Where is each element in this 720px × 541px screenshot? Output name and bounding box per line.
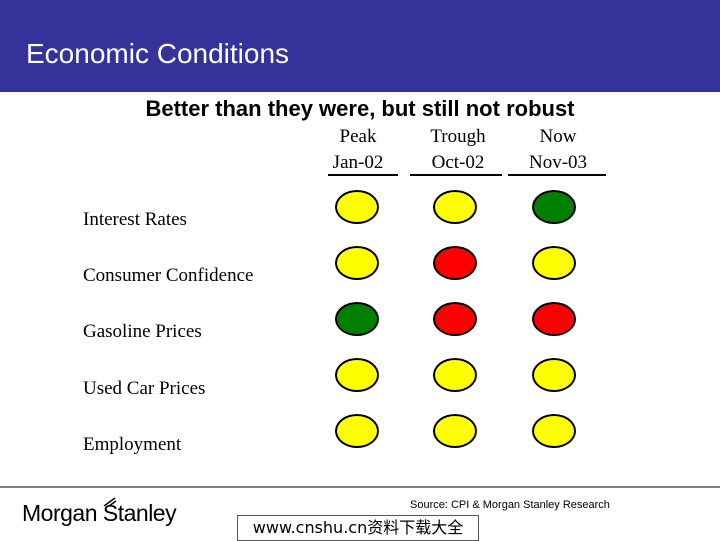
status-light-yellow — [335, 190, 379, 224]
column-header-trough: Trough Oct-02 — [408, 124, 508, 176]
status-light-yellow — [335, 246, 379, 280]
column-header-line2: Nov-03 — [528, 152, 588, 173]
title-bar: Economic Conditions — [0, 0, 720, 92]
status-light-green — [335, 302, 379, 336]
status-light-yellow — [433, 190, 477, 224]
row-label: Interest Rates — [83, 209, 187, 230]
status-light-red — [433, 246, 477, 280]
row-label: Employment — [83, 434, 182, 455]
row-label: Gasoline Prices — [83, 321, 202, 342]
status-light-red — [433, 302, 477, 336]
morgan-stanley-logo: Morgan Stanley — [22, 500, 177, 526]
page-title: Economic Conditions — [26, 38, 290, 69]
status-light-red — [532, 302, 576, 336]
status-light-yellow — [532, 414, 576, 448]
page-subtitle: Better than they were, but still not rob… — [145, 96, 575, 121]
status-light-green — [532, 190, 576, 224]
status-light-yellow — [335, 358, 379, 392]
status-light-yellow — [532, 358, 576, 392]
column-header-now: Now Nov-03 — [508, 124, 608, 176]
footer-divider — [0, 486, 720, 488]
column-header-line1: Now — [539, 126, 577, 147]
column-header-peak: Peak Jan-02 — [308, 124, 408, 176]
status-light-yellow — [433, 358, 477, 392]
row-label: Used Car Prices — [83, 378, 206, 399]
column-header-line2: Oct-02 — [431, 152, 485, 173]
column-rule — [410, 174, 502, 176]
row-label: Consumer Confidence — [83, 265, 254, 286]
source-note: Source: CPI & Morgan Stanley Research — [410, 499, 610, 511]
column-header-line2: Jan-02 — [332, 152, 384, 173]
column-header-line1: Peak — [339, 126, 377, 147]
status-light-yellow — [532, 246, 576, 280]
column-header-line1: Trough — [430, 126, 486, 147]
status-light-yellow — [433, 414, 477, 448]
status-light-yellow — [335, 414, 379, 448]
watermark-label: www.cnshu.cn资料下载大全 — [237, 515, 479, 541]
logo-mark-icon — [103, 497, 117, 507]
column-rule — [508, 174, 606, 176]
column-rule — [328, 174, 398, 176]
